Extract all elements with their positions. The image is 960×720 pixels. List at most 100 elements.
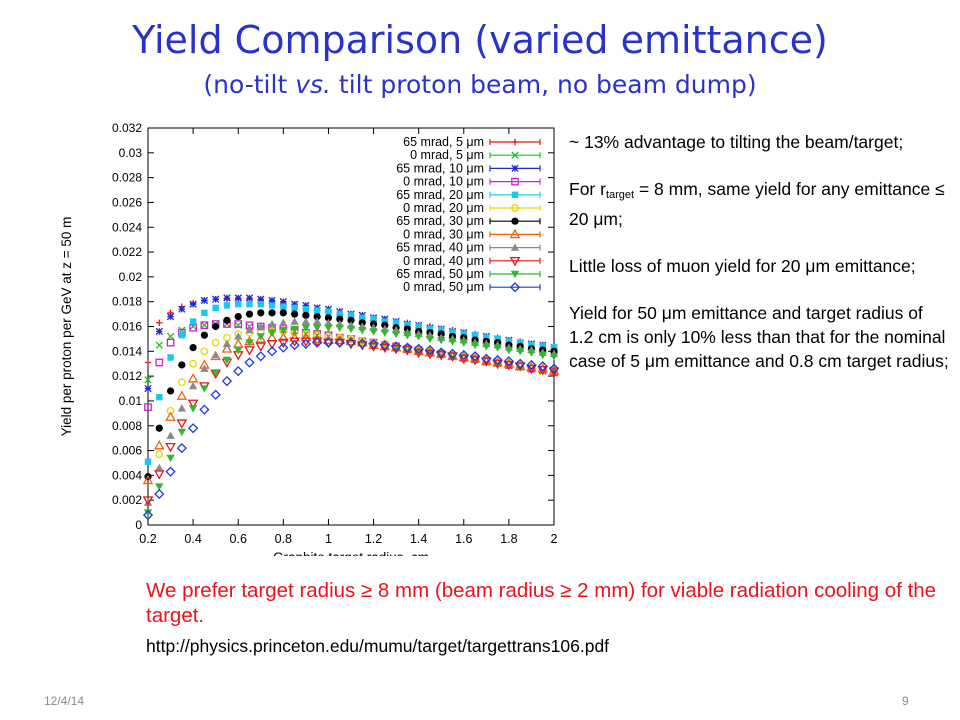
data-point: [301, 324, 311, 332]
data-point: [178, 305, 186, 313]
data-point: [358, 327, 367, 335]
y-tick-label: 0.026: [112, 195, 142, 209]
data-point: [312, 317, 322, 325]
legend-label: 0 mrad, 40 μm: [403, 254, 484, 268]
data-point: [449, 329, 456, 336]
footer-date: 12/4/14: [44, 694, 85, 708]
data-point: [199, 404, 210, 415]
data-point: [234, 312, 242, 321]
data-point: [509, 282, 521, 293]
reference-link[interactable]: http://physics.princeton.edu/mumu/target…: [146, 636, 610, 656]
data-point: [210, 389, 221, 400]
data-point: [526, 364, 537, 375]
data-point: [511, 191, 519, 198]
data-point: [167, 354, 174, 361]
data-point: [346, 325, 356, 334]
data-point: [458, 349, 469, 361]
yield-chart: 0 0.002 0.004 0.006 0.008 0.01 0.012 0.014 0.016…: [59, 121, 560, 556]
data-point: [424, 349, 436, 360]
data-point: [448, 352, 457, 360]
data-point: [528, 341, 535, 349]
y-tick-label: 0.024: [112, 220, 142, 234]
y-tick-label: 0: [135, 518, 142, 532]
data-point: [279, 327, 288, 335]
data-point: [245, 339, 254, 347]
legend-label: 65 mrad, 50 μm: [396, 267, 484, 281]
note-same-yield-sub: target: [605, 189, 635, 201]
data-point: [509, 256, 521, 267]
data-point: [503, 361, 515, 371]
data-point: [234, 294, 242, 302]
data-point: [390, 341, 402, 352]
data-point: [302, 311, 310, 319]
data-point: [336, 310, 343, 318]
data-point: [291, 304, 298, 312]
data-point: [493, 344, 502, 352]
y-tick-label: 0.012: [112, 369, 142, 383]
data-point: [438, 327, 445, 334]
data-point: [155, 483, 164, 491]
data-point: [266, 346, 278, 357]
data-point: [200, 385, 209, 393]
data-point: [279, 318, 288, 326]
data-point: [492, 359, 503, 370]
data-point: [165, 466, 176, 477]
data-point: [470, 341, 480, 350]
note-same-yield-b: = 8 mm, same yield for any emittance ≤ 2…: [569, 179, 945, 229]
data-point: [212, 304, 219, 312]
data-point: [469, 351, 481, 362]
data-point: [223, 302, 231, 309]
data-point: [177, 404, 187, 412]
data-point: [511, 164, 519, 173]
y-tick-label: 0.022: [112, 245, 142, 259]
conclusion-text: We prefer target radius ≥ 8 mm (beam rad…: [146, 579, 937, 627]
data-point: [234, 332, 243, 340]
data-point: [380, 329, 390, 337]
data-point: [267, 319, 277, 328]
data-point: [381, 318, 389, 325]
data-point: [460, 330, 467, 338]
data-point: [176, 442, 187, 454]
data-point: [458, 354, 470, 365]
legend-label: 0 mrad, 10 μm: [403, 175, 484, 189]
x-tick-label: 1.4: [410, 532, 427, 546]
data-point: [221, 343, 233, 353]
y-tick-label: 0.032: [112, 121, 142, 135]
data-point: [448, 338, 457, 346]
data-point: [336, 315, 344, 323]
data-point: [280, 303, 287, 310]
data-point: [235, 300, 242, 308]
y-tick-label: 0.002: [112, 493, 142, 507]
data-point: [549, 353, 559, 361]
data-point: [548, 363, 560, 374]
data-point: [176, 419, 188, 429]
data-point: [268, 309, 276, 317]
data-point: [527, 349, 536, 357]
x-tick-label: 0.8: [275, 532, 292, 546]
data-point: [515, 358, 526, 369]
data-point: [212, 322, 220, 331]
data-point: [425, 335, 435, 344]
data-point: [166, 454, 175, 463]
data-point: [143, 498, 153, 506]
note-yield-50um: Yield for 50 μm emittance and target rad…: [569, 303, 949, 371]
data-point: [289, 337, 300, 347]
y-tick-label: 0.008: [112, 419, 142, 433]
data-point: [233, 366, 244, 377]
data-point: [255, 333, 267, 343]
data-point: [424, 344, 436, 356]
data-point: [404, 322, 411, 329]
data-point: [189, 343, 197, 352]
data-point: [436, 347, 447, 358]
data-point: [325, 308, 332, 315]
legend-label: 65 mrad, 40 μm: [396, 241, 484, 255]
data-point: [256, 322, 265, 330]
y-tick-label: 0.014: [112, 344, 142, 358]
data-point: [511, 217, 519, 225]
slide-title: Yield Comparison (varied emittance): [132, 18, 828, 62]
data-point: [482, 343, 491, 351]
data-point: [187, 373, 199, 383]
data-point: [538, 351, 547, 360]
data-point: [212, 295, 220, 303]
data-point: [426, 325, 434, 333]
